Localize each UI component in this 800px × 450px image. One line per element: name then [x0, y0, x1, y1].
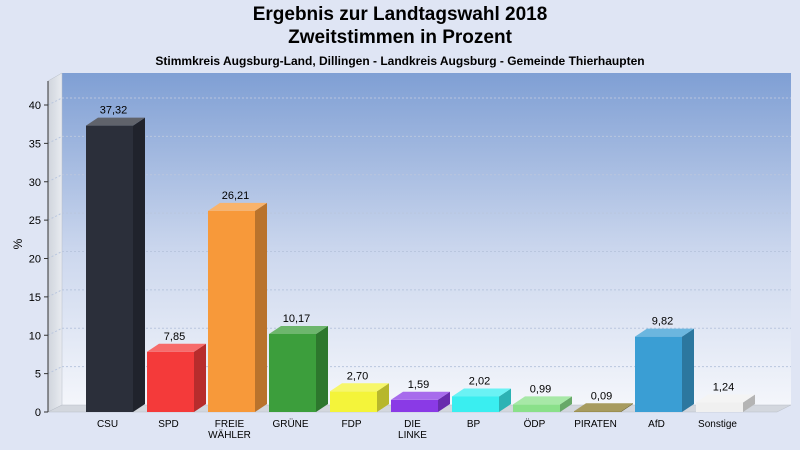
bar-front: [86, 125, 133, 412]
y-tick-label: 40: [29, 100, 41, 112]
y-axis-label: %: [11, 238, 25, 249]
x-tick-label: WÄHLER: [208, 429, 251, 441]
x-tick-label: Sonstige: [698, 419, 737, 430]
chart-region-subtitle: Stimmkreis Augsburg-Land, Dillingen - La…: [155, 54, 645, 68]
bar-ödp: 0,99: [513, 383, 572, 412]
bar-die-linke: 1,59: [391, 379, 450, 412]
chart-subtitle: Zweitstimmen in Prozent: [288, 27, 512, 48]
bar-value-label: 2,70: [347, 370, 368, 382]
bar-top: [635, 328, 694, 337]
bar-side: [133, 117, 145, 412]
x-tick-label: GRÜNE: [272, 418, 308, 430]
bar-value-label: 10,17: [283, 313, 311, 325]
bar-top: [574, 403, 633, 412]
bar-top: [147, 343, 206, 352]
x-tick-label: SPD: [158, 419, 179, 430]
y-axis: 0 5 10 15 20 25 30 35 40%: [11, 81, 49, 419]
y-tick-label: 30: [29, 177, 41, 189]
bar-front: [147, 351, 194, 412]
bar-front: [574, 411, 621, 412]
bar-front: [696, 402, 743, 412]
gridline-wall: [47, 97, 63, 106]
y-tick-label: 5: [35, 369, 41, 381]
bar-front: [330, 391, 377, 412]
gridline-wall: [47, 251, 63, 259]
bars: 37,32 7,85 26,21 10,17 2,70 1,59 2,02 0,99 0,09 9…: [86, 105, 755, 412]
y-tick-label: 35: [29, 138, 41, 150]
bar-front: [513, 404, 560, 412]
x-tick-label: FDP: [342, 419, 362, 430]
chart-title: Ergebnis zur Landtagswahl 2018: [252, 4, 548, 25]
gridlines: [47, 97, 791, 375]
bar-top: [391, 391, 450, 400]
bar-front: [208, 210, 255, 412]
bar-top: [208, 202, 267, 211]
y-tick-label: 25: [29, 215, 41, 227]
bar-side: [621, 403, 633, 412]
x-tick-label: LINKE: [398, 430, 427, 441]
gridline-wall: [47, 174, 63, 183]
x-tick-label: BP: [467, 419, 481, 430]
bar-value-label: 0,09: [591, 390, 612, 402]
bar-grüne: 10,17: [269, 313, 328, 412]
bar-freie-wähler: 26,21: [208, 190, 267, 412]
bar-csu: 37,32: [86, 105, 145, 412]
bar-top: [513, 396, 572, 405]
bar-front: [269, 333, 316, 412]
x-tick-label: PIRATEN: [574, 419, 617, 430]
bar-value-label: 1,59: [408, 379, 429, 391]
bar-spd: 7,85: [147, 331, 206, 412]
bar-side: [255, 202, 267, 412]
bar-side: [560, 396, 572, 412]
bar-side: [499, 388, 511, 412]
bar-bp: 2,02: [452, 375, 511, 412]
bar-fdp: 2,70: [330, 370, 389, 412]
plot-left-wall: [47, 72, 63, 413]
bar-value-label: 37,32: [100, 105, 128, 117]
bar-value-label: 9,82: [652, 316, 673, 328]
bar-top: [86, 117, 145, 126]
x-tick-label: AfD: [648, 419, 665, 430]
bar-side: [316, 325, 328, 412]
bar-value-label: 2,02: [469, 375, 490, 387]
x-tick-label: DIE: [404, 419, 421, 430]
y-tick-label: 10: [29, 330, 41, 342]
bar-front: [635, 336, 682, 412]
bar-value-label: 1,24: [713, 381, 734, 393]
y-tick-label: 0: [35, 407, 41, 419]
bar-top: [269, 325, 328, 334]
bar-front: [391, 399, 438, 412]
bar-top: [452, 388, 511, 397]
y-tick-label: 15: [29, 292, 41, 304]
x-tick-label: CSU: [97, 419, 118, 430]
bar-side: [438, 391, 450, 412]
bar-value-label: 7,85: [164, 331, 185, 343]
x-tick-label: FREIE: [215, 419, 245, 430]
bar-piraten: 0,09: [574, 390, 633, 412]
bar-front: [452, 396, 499, 412]
bar-value-label: 0,99: [530, 383, 551, 395]
bar-top: [330, 383, 389, 392]
gridline-wall: [47, 135, 63, 144]
bar-side: [377, 383, 389, 412]
gridline-wall: [47, 327, 63, 336]
gridline-wall: [47, 289, 63, 298]
bar-side: [194, 343, 206, 412]
bar-top: [696, 394, 755, 403]
bar-sonstige: 1,24: [696, 381, 755, 412]
bar-afd: 9,82: [635, 316, 694, 412]
bar-side: [682, 328, 694, 412]
y-tick-label: 20: [29, 254, 41, 266]
gridline-wall: [47, 366, 63, 375]
bar-value-label: 26,21: [222, 190, 250, 202]
gridline-wall: [47, 212, 63, 221]
bar-side: [743, 394, 755, 412]
x-tick-label: ÖDP: [524, 418, 546, 430]
